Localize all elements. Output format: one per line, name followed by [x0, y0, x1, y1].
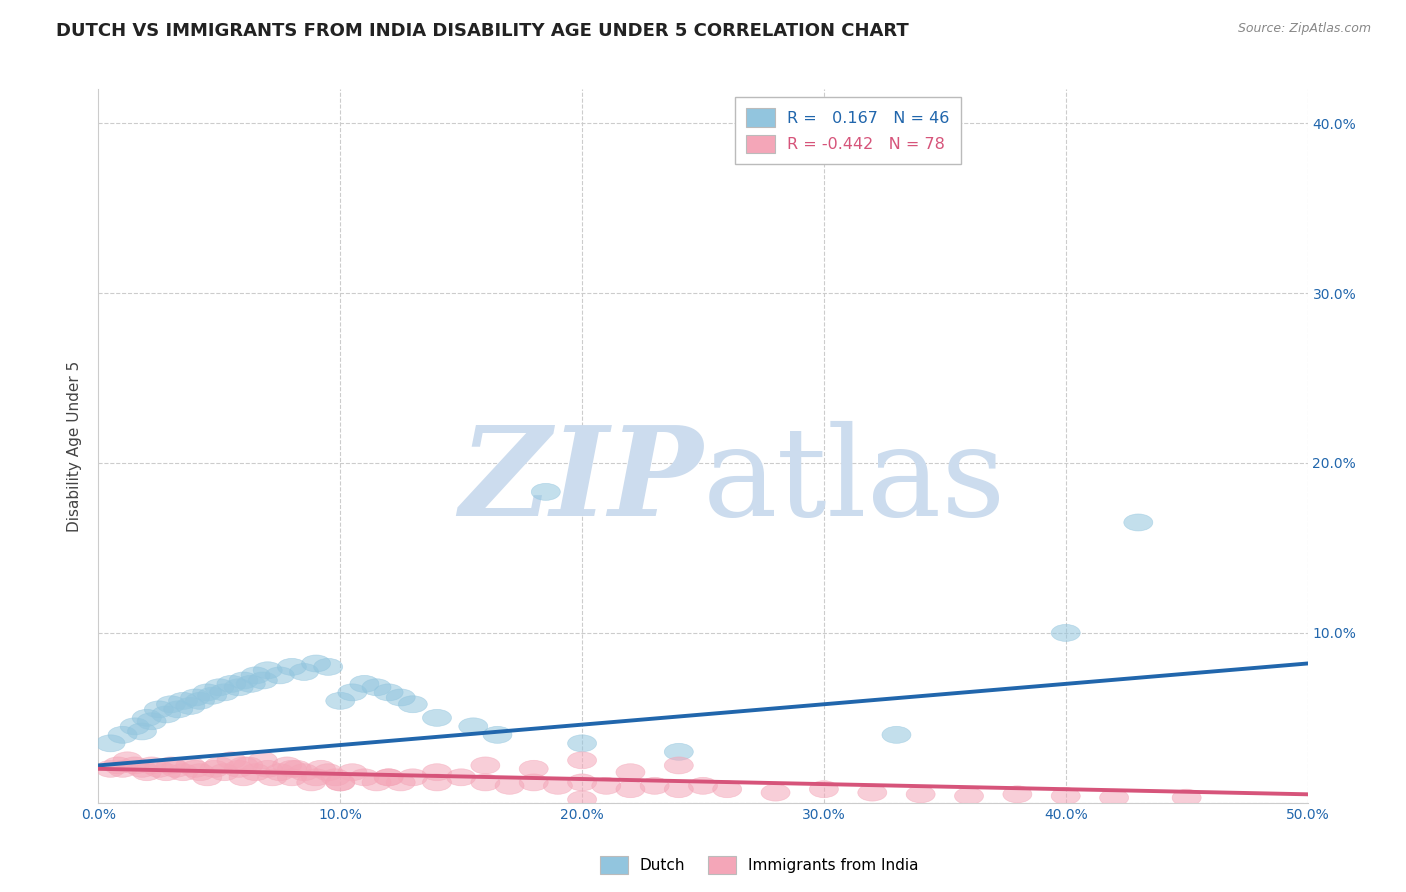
Legend: R =   0.167   N = 46, R = -0.442   N = 78: R = 0.167 N = 46, R = -0.442 N = 78	[735, 97, 962, 164]
Y-axis label: Disability Age Under 5: Disability Age Under 5	[67, 360, 83, 532]
Text: Source: ZipAtlas.com: Source: ZipAtlas.com	[1237, 22, 1371, 36]
Text: ZIP: ZIP	[460, 421, 703, 542]
Legend: Dutch, Immigrants from India: Dutch, Immigrants from India	[593, 850, 925, 880]
Text: DUTCH VS IMMIGRANTS FROM INDIA DISABILITY AGE UNDER 5 CORRELATION CHART: DUTCH VS IMMIGRANTS FROM INDIA DISABILIT…	[56, 22, 910, 40]
Text: atlas: atlas	[703, 421, 1007, 542]
